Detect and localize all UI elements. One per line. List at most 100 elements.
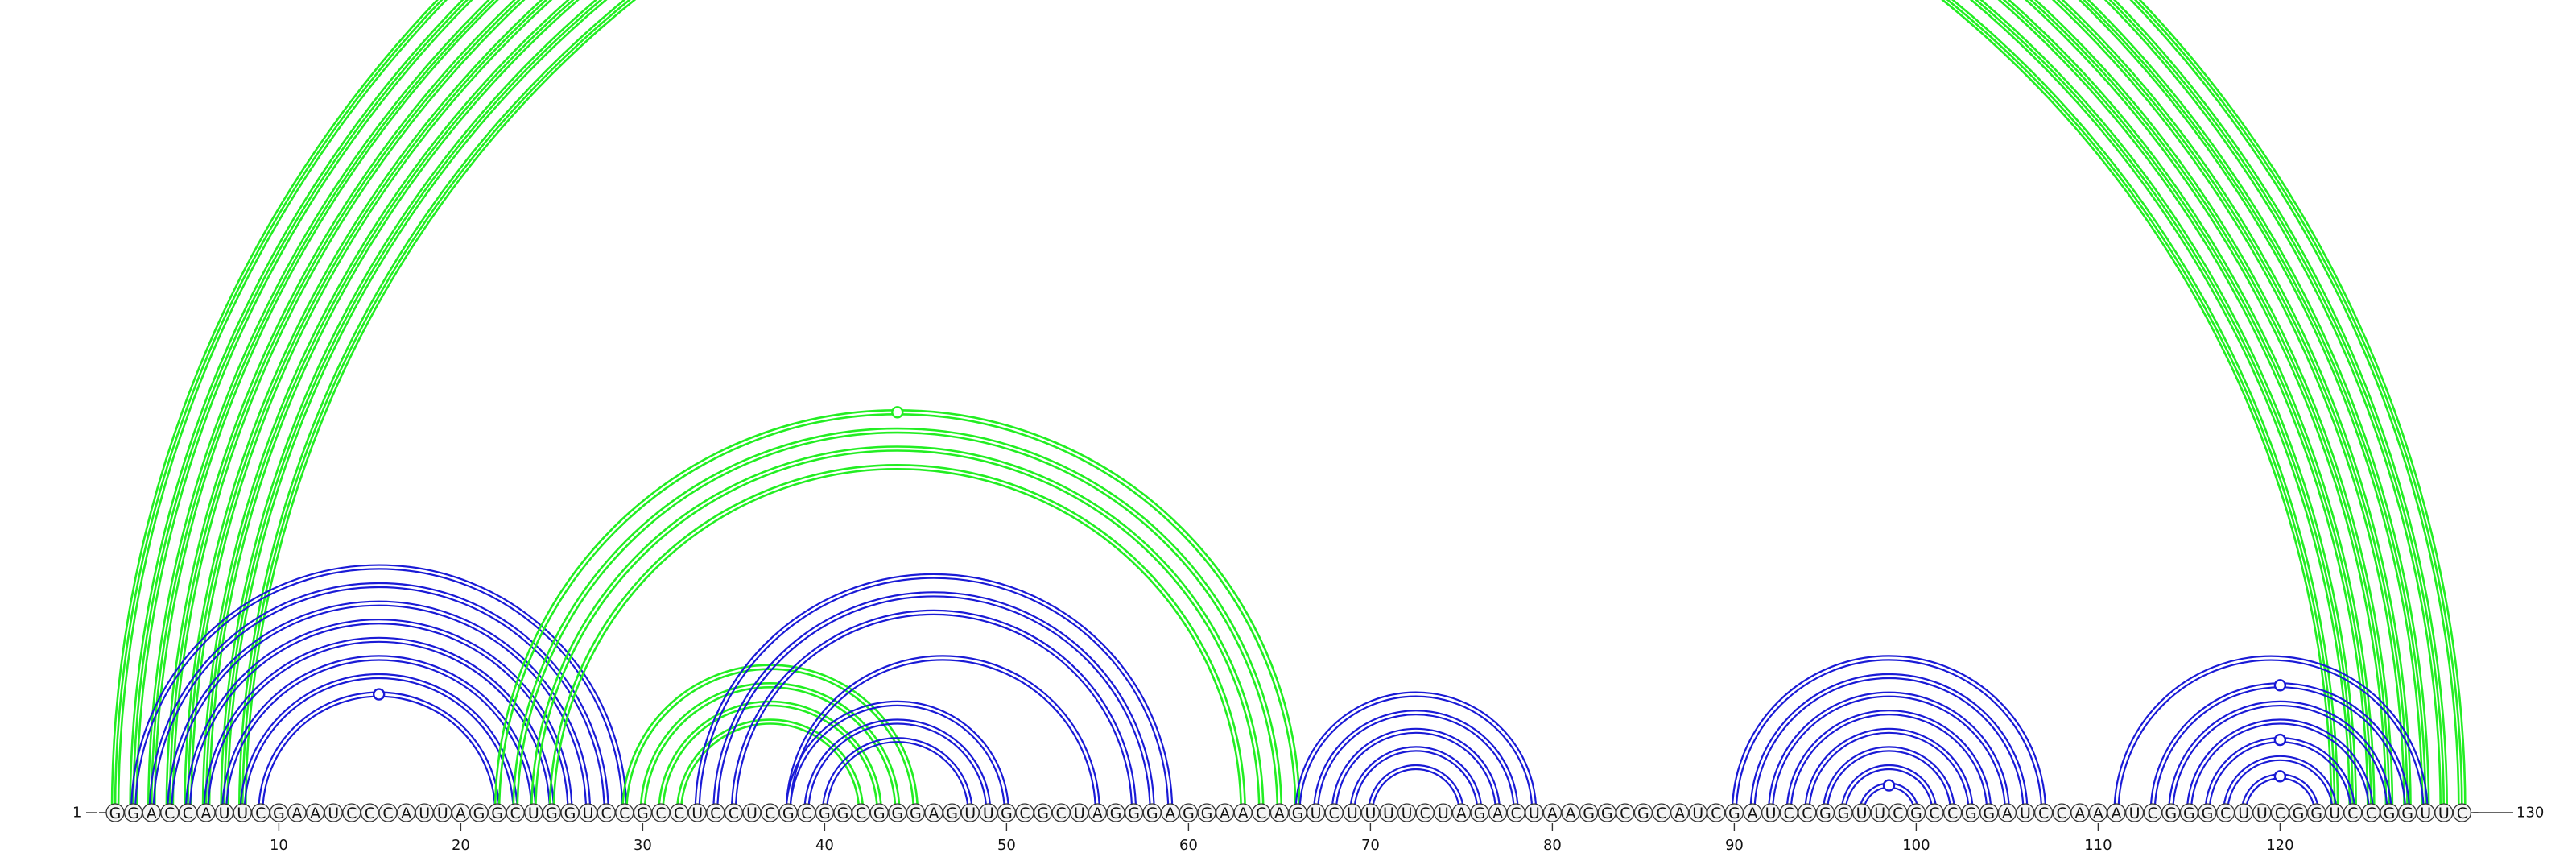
tick-20-label: 20 xyxy=(452,837,470,854)
arc-blue-38-50-lane-2 xyxy=(789,704,1005,813)
nucleotide-59-label: A xyxy=(1165,805,1175,822)
nucleotide-28-label: C xyxy=(601,805,612,822)
arc-green-23-65-lane-2 xyxy=(516,431,1279,813)
nucleotide-50-label: G xyxy=(1001,805,1013,822)
arc-blue-35-57-lane-1 xyxy=(730,609,1137,813)
nucleotide-7-label: U xyxy=(219,805,230,822)
arc-green-32-42-lane-1 xyxy=(675,718,865,813)
nucleotide-57-label: G xyxy=(1128,805,1140,822)
arc-blue-6-25-lane-2 xyxy=(207,640,551,813)
nucleotide-11-label: A xyxy=(292,805,303,822)
nucleotide-72-label: U xyxy=(1402,805,1413,822)
nucleotide-70-label: U xyxy=(1364,805,1376,822)
tick-90-label: 90 xyxy=(1725,837,1744,854)
nucleotide-21-label: G xyxy=(473,805,485,822)
markers-layer xyxy=(373,406,2287,792)
arcs-layer xyxy=(110,0,2467,813)
arc-green-4-127-lane-3 xyxy=(171,0,2405,813)
nucleotide-22-label: G xyxy=(491,805,503,822)
tick-120-label: 120 xyxy=(2266,837,2293,854)
nucleotide-40-label: G xyxy=(819,805,831,822)
nucleotide-93-label: C xyxy=(1784,805,1794,822)
nucleotide-95-label: G xyxy=(1819,805,1831,822)
arc-blue-96-101-lane-2 xyxy=(1844,768,1934,813)
nucleotide-79-label: U xyxy=(1529,805,1540,822)
tick-70-label: 70 xyxy=(1361,837,1380,854)
nucleotide-12-label: A xyxy=(310,805,320,822)
arc-blue-40-48-lane-2 xyxy=(825,741,969,813)
arc-green-2-129-lane-1 xyxy=(129,0,2449,813)
nucleotide-130-label: C xyxy=(2457,805,2467,822)
tick-60-label: 60 xyxy=(1179,837,1198,854)
nucleotide-112-label: U xyxy=(2129,805,2140,822)
nucleotide-45-label: G xyxy=(910,805,922,822)
arc-blue-93-104-lane-2 xyxy=(1790,714,1988,813)
nucleotide-83-label: G xyxy=(1601,805,1613,822)
arc-blue-117-123-lane-2 xyxy=(2227,759,2334,813)
arc-green-4-127-lane-1 xyxy=(165,0,2412,813)
arc-apex-marker-22-66 xyxy=(891,406,904,419)
nucleotide-102-label: C xyxy=(1947,805,1958,822)
nucleotide-81-label: A xyxy=(1566,805,1576,822)
nucleotide-36-label: U xyxy=(746,805,758,822)
nucleotide-47-label: G xyxy=(946,805,958,822)
nucleotide-82-label: G xyxy=(1583,805,1595,822)
arc-blue-93-104-lane-1 xyxy=(1785,710,1992,813)
nucleotide-89-label: C xyxy=(1711,805,1721,822)
nucleotide-18-label: U xyxy=(419,805,430,822)
nucleotide-88-label: U xyxy=(1692,805,1703,822)
nucleotide-91-label: A xyxy=(1748,805,1758,822)
nucleotide-62-label: A xyxy=(1220,805,1230,822)
arc-blue-115-125-lane-2 xyxy=(2190,722,2370,813)
arc-blue-70-75-lane-2 xyxy=(1371,768,1460,813)
arc-apex-marker-116-124 xyxy=(2273,733,2287,747)
nucleotide-118-label: U xyxy=(2238,805,2249,822)
nucleotide-120-label: C xyxy=(2275,805,2285,822)
nucleotide-5-label: C xyxy=(183,805,193,822)
arc-green-5-126-lane-2 xyxy=(187,0,2391,813)
arc-blue-8-23-lane-2 xyxy=(243,677,514,813)
arc-blue-40-48-lane-1 xyxy=(821,737,973,813)
tick-100-label: 100 xyxy=(1902,837,1930,854)
nucleotide-37-label: C xyxy=(765,805,775,822)
nucleotide-84-label: C xyxy=(1620,805,1630,822)
nucleotide-99-label: C xyxy=(1893,805,1903,822)
nucleotide-92-label: U xyxy=(1765,805,1777,822)
arc-green-8-123-lane-2 xyxy=(241,0,2336,813)
nucleotide-58-label: G xyxy=(1146,805,1158,822)
arc-blue-92-105-lane-1 xyxy=(1768,691,2010,813)
nucleotide-43-label: G xyxy=(873,805,886,822)
arc-blue-66-79-lane-2 xyxy=(1298,695,1534,813)
nucleotide-32-label: C xyxy=(674,805,684,822)
arc-green-7-124-lane-2 xyxy=(223,0,2355,813)
nucleotide-17-label: A xyxy=(401,805,411,822)
nucleotide-76-label: G xyxy=(1474,805,1486,822)
nucleotide-108-label: C xyxy=(2057,805,2067,822)
nucleotide-6-label: A xyxy=(201,805,212,822)
nucleotide-30-label: G xyxy=(637,805,649,822)
nucleotide-68-label: C xyxy=(1329,805,1340,822)
arc-blue-91-106-lane-1 xyxy=(1749,673,2029,813)
arc-green-4-127-lane-2 xyxy=(168,0,2409,813)
arc-green-31-43-lane-2 xyxy=(662,704,878,813)
arc-green-25-63-lane-1 xyxy=(548,463,1246,813)
nucleotide-55-label: A xyxy=(1092,805,1103,822)
tick-10-label: 10 xyxy=(270,837,288,854)
nucleotide-98-label: U xyxy=(1874,805,1885,822)
nucleotide-78-label: C xyxy=(1511,805,1521,822)
arc-green-1-130-lane-2 xyxy=(114,0,2463,813)
nucleotide-4-label: C xyxy=(164,805,175,822)
nucleotide-121-label: G xyxy=(2293,805,2305,822)
arc-green-3-128-lane-3 xyxy=(153,0,2424,813)
arc-blue-70-75-lane-1 xyxy=(1367,764,1464,813)
arc-blue-8-23-lane-1 xyxy=(239,673,518,813)
arc-blue-94-103-lane-2 xyxy=(1808,731,1970,813)
nucleotide-129-label: U xyxy=(2438,805,2450,822)
nucleotide-29-label: C xyxy=(619,805,630,822)
nucleotide-38-label: G xyxy=(782,805,795,822)
arc-green-8-123-lane-3 xyxy=(244,0,2333,813)
tick-80-label: 80 xyxy=(1543,837,1562,854)
arc-green-6-125-lane-1 xyxy=(201,0,2376,813)
nucleotide-90-label: G xyxy=(1728,805,1740,822)
